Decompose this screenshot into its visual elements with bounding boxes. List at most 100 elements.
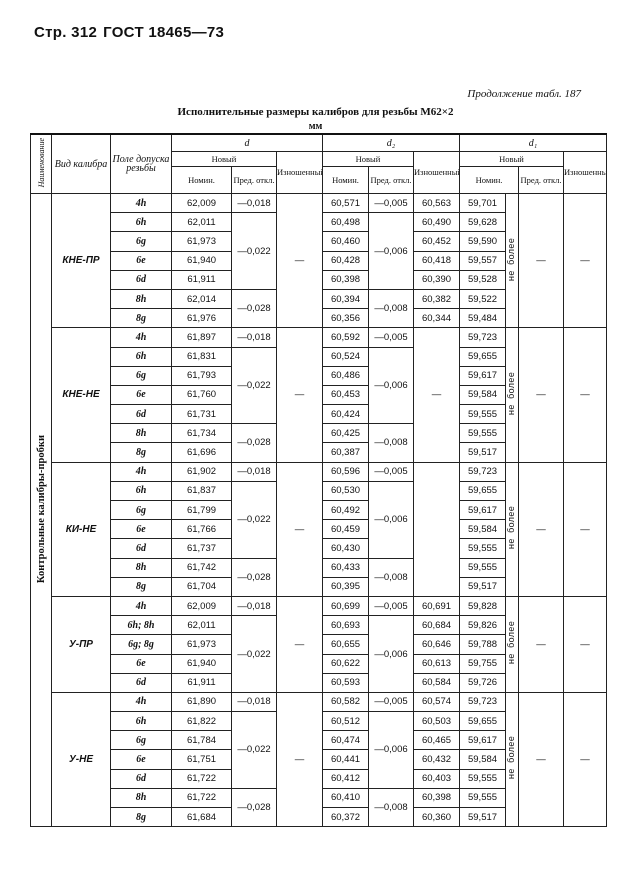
d1-nominal-cell: 59,723 (459, 461, 507, 482)
tolerance-field-cell: 6h (110, 480, 172, 502)
gauge-type-cell: КИ-НЕ (51, 461, 111, 597)
d2-deviation-cell: —0,006 (368, 711, 414, 789)
d2-worn-cell: 60,452 (412, 231, 461, 252)
tolerance-field-cell: 8g (110, 806, 172, 828)
d-nominal-cell: 61,902 (171, 461, 232, 482)
d-nominal-cell: 61,722 (171, 787, 232, 809)
d2-worn-cell: 60,684 (412, 615, 461, 636)
d2-deviation-cell: —0,008 (368, 423, 414, 463)
d1-nominal-cell: 59,484 (459, 308, 507, 329)
d1-nominal-cell: 59,655 (459, 480, 507, 502)
d-nominal-cell: 61,760 (171, 384, 232, 406)
header-d-nominal: Номин. (171, 166, 232, 194)
d-nominal-cell: 61,897 (171, 327, 232, 348)
header-d1: d₁ (459, 133, 608, 152)
d1-nominal-cell: 59,755 (459, 653, 507, 674)
header-d2-new: Новый (322, 151, 414, 167)
header-d2-nominal: Номин. (322, 166, 369, 194)
d2-nominal-cell: 60,592 (322, 327, 369, 348)
tolerance-field-cell: 8g (110, 308, 172, 329)
d-worn-cell: — (276, 595, 323, 693)
d-nominal-cell: 62,009 (171, 595, 232, 617)
table-body: Контрольные калибры-пробки КНЕ-ПР 4h 62,009… (30, 192, 608, 828)
d-nominal-cell: 61,722 (171, 768, 232, 789)
d2-worn-cell: 60,403 (412, 768, 461, 789)
d-nominal-cell: 61,890 (171, 691, 232, 713)
table-continuation: Продолжение табл. 187 (467, 88, 581, 100)
d2-deviation-cell: —0,006 (368, 615, 414, 693)
vertical-text: не более (507, 736, 518, 780)
d2-nominal-cell: 60,433 (322, 557, 369, 578)
d2-nominal-cell: 60,582 (322, 691, 369, 713)
tolerance-field-cell: 8g (110, 442, 172, 463)
gauge-dimensions-table: Наименование Вид калибра Поле допуска ре… (30, 133, 608, 828)
tolerance-field-cell: 6e (110, 384, 172, 406)
d2-nominal-cell: 60,430 (322, 538, 369, 559)
d1-deviation-cell: — (518, 461, 565, 597)
d1-nominal-cell: 59,584 (459, 384, 507, 406)
d2-nominal-cell: 60,622 (322, 653, 369, 674)
table-row: 6h 62,011 —0,022 60,498 —0,006 60,490 59,628 (31, 212, 607, 290)
table-row: 8h 61,734 —0,028 60,425 —0,008 59,555 (31, 423, 607, 463)
d1-nominal-cell: 59,617 (459, 499, 507, 521)
tolerance-field-cell: 4h (110, 691, 172, 713)
d-deviation-cell: —0,028 (231, 557, 277, 597)
table-row: 6h; 8h 62,011 —0,022 60,693 —0,006 60,684 59,8… (31, 615, 607, 693)
tolerance-field-cell: 8h (110, 423, 172, 444)
table-row: У-НЕ 4h 61,890 —0,018—60,582 —0,005 60,574 59,… (31, 691, 608, 828)
header-d1-new: Новый (459, 151, 565, 167)
header-d-deviation: Пред. откл. (231, 166, 277, 194)
d-deviation-cell: —0,022 (231, 480, 277, 559)
d1-nominal-cell: 59,522 (459, 288, 507, 310)
header-gauge-type: Вид калибра (51, 133, 111, 194)
d2-deviation-cell: —0,008 (368, 288, 414, 329)
d-nominal-cell: 61,837 (171, 480, 232, 502)
header-d2-worn: Изношенный (412, 151, 461, 194)
d1-nominal-cell: 59,617 (459, 365, 507, 386)
d2-deviation-cell: —0,005 (368, 327, 414, 348)
table-row: 8g 61,704 60,395 59,517 (31, 576, 607, 597)
table-row: 6e 61,751 60,441 60,432 59,584 (31, 749, 607, 770)
d2-nominal-cell: 60,512 (322, 711, 369, 732)
d-worn-cell: — (276, 461, 323, 597)
table-row: 8h 61,722 —0,028 60,410 —0,008 60,398 59,555 (31, 787, 607, 828)
tolerance-field-cell: 4h (110, 461, 172, 482)
d-deviation-cell: —0,018 (231, 595, 277, 617)
d-deviation-cell: —0,018 (231, 192, 277, 214)
d2-worn-cell: 60,432 (412, 749, 461, 770)
d-deviation-cell: —0,022 (231, 615, 277, 693)
tolerance-field-cell: 6h (110, 212, 172, 233)
d2-deviation-cell: —0,005 (368, 691, 414, 713)
header-d: d (171, 133, 323, 152)
d2-worn-cell: 60,390 (412, 269, 461, 290)
vertical-text: не более (507, 506, 518, 550)
d1-deviation-cell: — (518, 327, 565, 463)
d1-nominal-cell: 59,655 (459, 346, 507, 367)
table-row: 6d 61,911 60,593 60,584 59,726 (31, 672, 607, 693)
tolerance-field-cell: 6g; 8g (110, 634, 172, 655)
tolerance-field-cell: 6g (110, 365, 172, 386)
d2-deviation-cell: —0,006 (368, 480, 414, 559)
table-row: 6d 61,911 60,398 60,390 59,528 (31, 269, 607, 290)
d2-nominal-cell: 60,492 (322, 499, 369, 521)
d-nominal-cell: 61,742 (171, 557, 232, 578)
d-nominal-cell: 61,911 (171, 672, 232, 693)
header-d-new: Новый (171, 151, 277, 167)
d2-worn-cell: 60,418 (412, 250, 461, 271)
d2-worn-cell: 60,574 (412, 691, 461, 713)
table-row: 6g 61,799 60,492 59,617 (31, 499, 607, 521)
d2-worn-cell (412, 461, 461, 597)
tolerance-field-cell: 6h (110, 346, 172, 367)
d2-nominal-cell: 60,395 (322, 576, 369, 597)
table-title: Исполнительные размеры калибров для резь… (177, 106, 454, 118)
d2-nominal-cell: 60,453 (322, 384, 369, 406)
gauge-type-cell: У-ПР (51, 595, 111, 693)
d2-worn-cell: 60,584 (412, 672, 461, 693)
d1-nominal-cell: 59,555 (459, 404, 507, 425)
d2-worn-cell: 60,344 (412, 308, 461, 329)
d-deviation-cell: —0,028 (231, 288, 277, 329)
d2-nominal-cell: 60,428 (322, 250, 369, 271)
d2-nominal-cell: 60,425 (322, 423, 369, 444)
d-nominal-cell: 61,784 (171, 730, 232, 751)
d-nominal-cell: 61,911 (171, 269, 232, 290)
